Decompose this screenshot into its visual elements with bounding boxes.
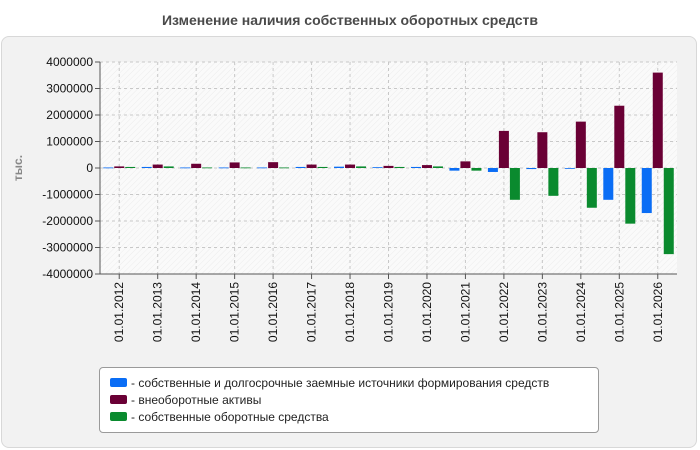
- bar-series-2-4: [268, 162, 279, 168]
- axes: 4000000 3000000 2000000 1000000 0 -1000000 -20…: [42, 55, 677, 342]
- legend-swatch: [110, 395, 127, 404]
- bar-series-3-12: [586, 168, 597, 208]
- bar-series-1-13: [603, 168, 614, 200]
- bar-series-3-13: [625, 168, 636, 224]
- bar-series-3-2: [202, 167, 213, 169]
- legend: - собственные и долгосрочные заемные ист…: [99, 367, 599, 433]
- bar-series-2-5: [306, 164, 317, 168]
- x-tick-label: 01.01.2015: [228, 282, 242, 342]
- bar-series-2-1: [152, 164, 163, 168]
- bar-series-2-0: [114, 166, 125, 168]
- legend-label: - собственные и долгосрочные заемные ист…: [131, 375, 550, 390]
- bar-series-3-14: [663, 168, 674, 255]
- legend-item-3: - собственные оборотные средства: [110, 408, 598, 425]
- y-tick-label: 2000000: [46, 108, 93, 122]
- bar-series-1-5: [295, 166, 306, 168]
- bar-series-3-11: [548, 168, 559, 196]
- bar-series-1-10: [487, 168, 498, 172]
- bar-series-1-6: [334, 166, 345, 168]
- bar-series-1-12: [564, 168, 575, 169]
- bar-series-1-1: [141, 166, 152, 168]
- bar-series-1-2: [180, 167, 191, 169]
- bar-series-2-3: [229, 162, 240, 168]
- bar-series-2-11: [537, 132, 548, 168]
- x-tick-label: 01.01.2014: [189, 282, 203, 342]
- bar-series-3-4: [279, 167, 290, 169]
- x-tick-label: 01.01.2016: [266, 282, 280, 342]
- bar-series-2-7: [383, 165, 394, 168]
- x-tick-label: 01.01.2026: [651, 282, 665, 342]
- legend-swatch: [110, 378, 127, 387]
- bar-series-1-11: [526, 168, 537, 170]
- bar-series-2-14: [652, 72, 663, 168]
- bar-series-1-7: [372, 167, 383, 169]
- y-tick-label: 4000000: [46, 55, 93, 69]
- bar-series-1-9: [449, 168, 460, 171]
- x-tick-label: 01.01.2022: [497, 282, 511, 342]
- x-tick-label: 01.01.2020: [420, 282, 434, 342]
- x-tick-label: 01.01.2019: [382, 282, 396, 342]
- bars: [103, 72, 674, 255]
- legend-label: - внеоборотные активы: [131, 392, 262, 407]
- bar-series-2-13: [614, 105, 625, 168]
- bar-series-1-14: [641, 168, 652, 214]
- x-tick-label: 01.01.2025: [612, 282, 626, 342]
- y-tick-label: 1000000: [46, 135, 93, 149]
- bar-series-2-8: [421, 165, 432, 168]
- x-tick-label: 01.01.2017: [305, 282, 319, 342]
- bar-series-2-10: [498, 130, 509, 168]
- x-tick-label: 01.01.2021: [458, 282, 472, 342]
- bar-series-3-0: [125, 166, 136, 168]
- x-tick-label: 01.01.2023: [535, 282, 549, 342]
- bar-series-3-6: [356, 166, 367, 168]
- bar-series-2-12: [575, 121, 586, 168]
- bar-series-3-9: [471, 168, 482, 171]
- bar-series-3-10: [509, 168, 520, 200]
- legend-swatch: [110, 412, 127, 421]
- bar-series-3-1: [163, 166, 174, 168]
- x-tick-label: 01.01.2018: [343, 282, 357, 342]
- y-tick-label: -4000000: [42, 267, 93, 281]
- bar-series-1-0: [103, 167, 114, 169]
- y-tick-label: 3000000: [46, 82, 93, 96]
- x-tick-label: 01.01.2012: [112, 282, 126, 342]
- legend-item-2: - внеоборотные активы: [110, 391, 598, 408]
- bar-series-2-6: [345, 164, 356, 168]
- y-tick-label: -3000000: [42, 241, 93, 255]
- bar-series-1-4: [257, 167, 268, 169]
- legend-item-1: - собственные и долгосрочные заемные ист…: [110, 374, 598, 391]
- bar-series-3-8: [432, 166, 443, 168]
- bar-series-1-3: [218, 167, 229, 169]
- bar-series-2-2: [191, 163, 202, 168]
- x-tick-label: 01.01.2013: [151, 282, 165, 342]
- bar-series-3-3: [240, 167, 251, 169]
- bar-series-2-9: [460, 161, 471, 168]
- y-tick-label: -2000000: [42, 214, 93, 228]
- bar-series-1-8: [410, 166, 421, 168]
- y-tick-label: -1000000: [42, 188, 93, 202]
- x-tick-label: 01.01.2024: [574, 282, 588, 342]
- y-axis-label: тыс.: [11, 155, 25, 181]
- legend-label: - собственные оборотные средства: [131, 409, 329, 424]
- chart-title: Изменение наличия собственных оборотных …: [161, 12, 539, 28]
- bar-series-3-5: [317, 166, 328, 168]
- y-tick-label: 0: [86, 161, 93, 175]
- bar-series-3-7: [394, 166, 405, 168]
